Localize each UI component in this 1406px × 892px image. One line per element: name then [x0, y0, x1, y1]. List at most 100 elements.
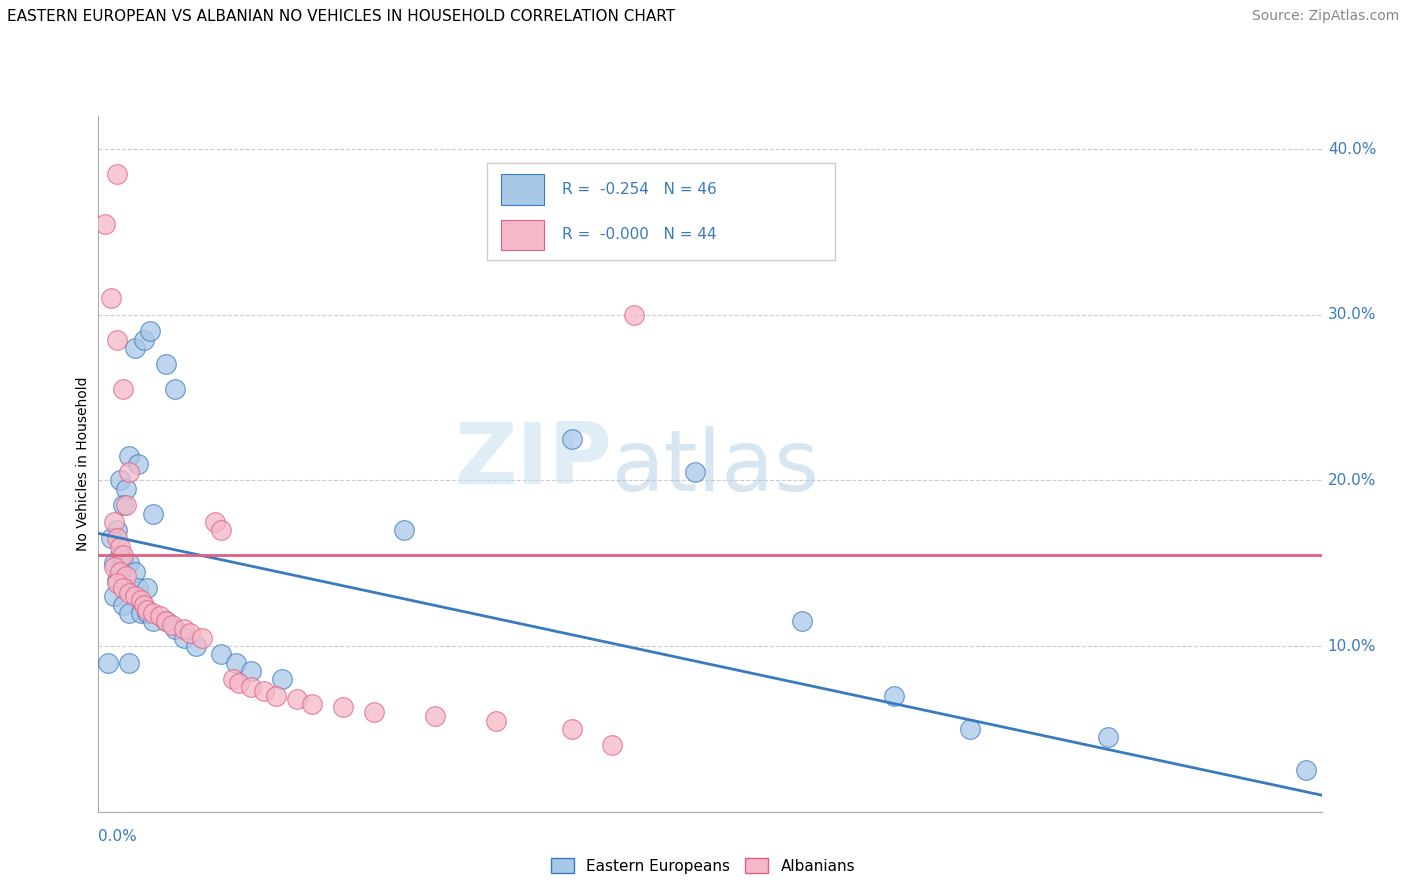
Point: [115, 498, 138, 512]
Point: [111, 498, 134, 512]
Point: [139, 324, 162, 338]
Point: [240, 681, 263, 695]
Point: [959, 722, 981, 736]
Point: [163, 382, 186, 396]
Text: R =  -0.254   N = 46: R = -0.254 N = 46: [562, 182, 717, 197]
Point: [108, 548, 131, 562]
Point: [111, 382, 134, 396]
Point: [191, 631, 214, 645]
Point: [118, 449, 141, 463]
Point: [103, 556, 125, 570]
Point: [332, 700, 354, 714]
Point: [118, 586, 141, 600]
Point: [108, 540, 131, 554]
Point: [155, 614, 177, 628]
Point: [97, 656, 120, 670]
Point: [118, 556, 141, 570]
Point: [118, 656, 141, 670]
Point: [301, 697, 323, 711]
Point: [1295, 764, 1317, 778]
Y-axis label: No Vehicles in Household: No Vehicles in Household: [76, 376, 90, 551]
Text: 0.0%: 0.0%: [98, 830, 138, 844]
Point: [134, 333, 156, 347]
Point: [129, 592, 152, 607]
Point: [111, 556, 134, 570]
Point: [136, 581, 159, 595]
Point: [105, 532, 128, 546]
Bar: [502, 219, 544, 250]
Point: [160, 617, 183, 632]
Point: [111, 548, 134, 562]
Point: [240, 664, 263, 678]
Point: [115, 569, 138, 583]
Point: [623, 308, 645, 322]
Point: [363, 706, 385, 720]
Point: [115, 581, 138, 595]
Point: [127, 581, 149, 595]
Point: [209, 523, 232, 537]
Point: [683, 465, 706, 479]
Point: [103, 515, 125, 529]
Point: [103, 559, 125, 574]
Point: [264, 689, 287, 703]
Point: [103, 590, 125, 604]
Point: [105, 573, 128, 587]
Text: ZIP: ZIP: [454, 419, 612, 502]
Point: [186, 639, 208, 653]
Point: [142, 606, 165, 620]
Text: 30.0%: 30.0%: [1327, 307, 1376, 322]
Bar: [502, 174, 544, 204]
Text: R =  -0.000   N = 44: R = -0.000 N = 44: [562, 227, 717, 243]
Point: [392, 523, 416, 537]
Point: [124, 565, 146, 579]
Point: [129, 606, 152, 620]
Text: EASTERN EUROPEAN VS ALBANIAN NO VEHICLES IN HOUSEHOLD CORRELATION CHART: EASTERN EUROPEAN VS ALBANIAN NO VEHICLES…: [7, 9, 675, 24]
Point: [93, 217, 115, 231]
Point: [179, 625, 201, 640]
Point: [209, 648, 232, 662]
Point: [270, 672, 292, 686]
Point: [108, 565, 131, 579]
Point: [100, 291, 122, 305]
Point: [105, 167, 128, 181]
Point: [1097, 730, 1119, 744]
Point: [124, 590, 146, 604]
Point: [111, 581, 134, 595]
Point: [285, 692, 308, 706]
Point: [173, 623, 195, 637]
Point: [105, 333, 128, 347]
Point: [142, 614, 165, 628]
Point: [100, 532, 122, 546]
Point: [136, 602, 159, 616]
Point: [222, 672, 245, 686]
Point: [136, 606, 159, 620]
Point: [108, 474, 131, 488]
Point: [225, 656, 247, 670]
Point: [228, 675, 250, 690]
Point: [204, 515, 226, 529]
Point: [485, 714, 508, 728]
Text: 20.0%: 20.0%: [1327, 473, 1376, 488]
Point: [142, 507, 165, 521]
Point: [105, 576, 128, 591]
Point: [105, 523, 128, 537]
Point: [134, 598, 156, 612]
Text: 40.0%: 40.0%: [1327, 142, 1376, 157]
Point: [155, 614, 177, 628]
Point: [118, 606, 141, 620]
Point: [149, 609, 172, 624]
Point: [252, 683, 274, 698]
Point: [127, 457, 149, 471]
Point: [600, 739, 623, 753]
Point: [561, 722, 583, 736]
Point: [115, 482, 138, 496]
Point: [155, 358, 177, 372]
Point: [111, 598, 134, 612]
Text: atlas: atlas: [612, 425, 820, 508]
Point: [124, 341, 146, 355]
FancyBboxPatch shape: [488, 163, 835, 260]
Point: [561, 432, 583, 446]
Point: [118, 465, 141, 479]
Point: [790, 614, 813, 628]
Point: [423, 708, 446, 723]
